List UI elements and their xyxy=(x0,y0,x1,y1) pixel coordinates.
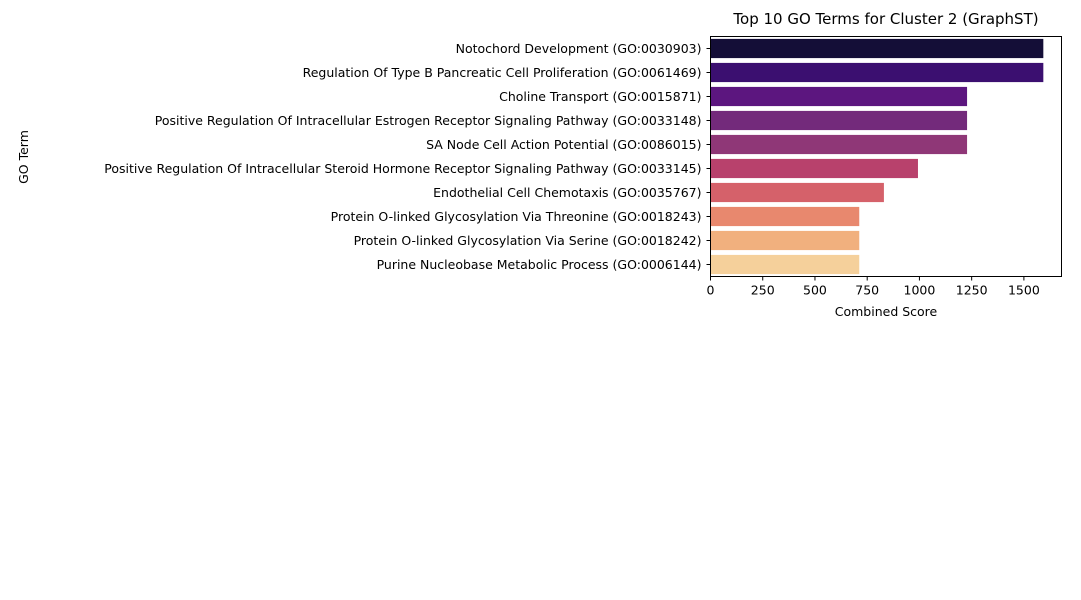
bar xyxy=(710,62,1044,83)
bar xyxy=(710,158,918,179)
x-tick-label: 500 xyxy=(803,283,827,298)
bars-group xyxy=(710,38,1044,275)
x-axis-label: Combined Score xyxy=(835,304,938,319)
bar xyxy=(710,86,968,107)
y-tick-label: Protein O-linked Glycosylation Via Serin… xyxy=(354,233,702,248)
y-tick-label: Positive Regulation Of Intracellular Est… xyxy=(155,113,702,128)
x-tick-label: 1250 xyxy=(956,283,988,298)
x-tick-label: 750 xyxy=(855,283,879,298)
bar xyxy=(710,182,884,203)
x-tick-label: 250 xyxy=(751,283,775,298)
y-tick-label: Regulation Of Type B Pancreatic Cell Pro… xyxy=(303,65,702,80)
y-tick-label: Choline Transport (GO:0015871) xyxy=(499,89,701,104)
chart-title: Top 10 GO Terms for Cluster 2 (GraphST) xyxy=(732,10,1038,28)
bar xyxy=(710,254,860,275)
y-tick-label: Notochord Development (GO:0030903) xyxy=(456,41,702,56)
bar xyxy=(710,230,860,251)
plot-frame xyxy=(710,36,1062,277)
y-tick-label: Protein O-linked Glycosylation Via Threo… xyxy=(331,209,702,224)
bar xyxy=(710,134,968,155)
x-ticks: 0 250 500 750 1000 1250 1500 xyxy=(707,276,1040,298)
y-axis-label: GO Term xyxy=(16,130,31,184)
x-tick-label: 1500 xyxy=(1008,283,1040,298)
x-tick-label: 0 xyxy=(707,283,715,298)
y-tick-label: SA Node Cell Action Potential (GO:008601… xyxy=(426,137,701,152)
x-tick-label: 1000 xyxy=(904,283,936,298)
y-tick-label: Endothelial Cell Chemotaxis (GO:0035767) xyxy=(433,185,701,200)
y-tick-labels: Notochord Development (GO:0030903) Regula… xyxy=(104,41,711,272)
bar xyxy=(710,206,860,227)
y-tick-label: Positive Regulation Of Intracellular Ste… xyxy=(104,161,701,176)
bar xyxy=(710,38,1044,59)
bar xyxy=(710,110,968,131)
y-tick-label: Purine Nucleobase Metabolic Process (GO:… xyxy=(377,257,702,272)
